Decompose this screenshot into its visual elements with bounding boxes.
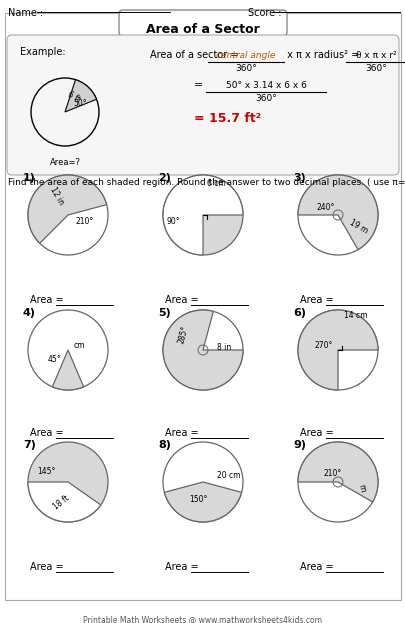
Text: 360°: 360° [254, 94, 276, 103]
Text: 90°: 90° [166, 217, 180, 226]
Text: 3): 3) [292, 173, 305, 183]
Wedge shape [297, 175, 377, 250]
Wedge shape [28, 175, 107, 244]
Text: 8 in: 8 in [216, 343, 231, 351]
FancyBboxPatch shape [7, 35, 398, 175]
Text: Area =: Area = [299, 295, 336, 305]
Text: 210°: 210° [323, 470, 341, 478]
Wedge shape [52, 350, 83, 390]
Text: Find the area of each shaded region. Round the answer to two decimal places. ( u: Find the area of each shaded region. Rou… [8, 178, 405, 187]
Text: 150°: 150° [188, 495, 207, 505]
Text: m: m [355, 483, 366, 493]
Wedge shape [162, 310, 243, 390]
Text: 360°: 360° [234, 64, 256, 73]
Circle shape [28, 442, 108, 522]
Text: 18 ft: 18 ft [51, 494, 71, 512]
Text: 50° x 3.14 x 6 x 6: 50° x 3.14 x 6 x 6 [225, 81, 306, 90]
Text: Area =: Area = [30, 562, 66, 572]
Text: 12 in: 12 in [48, 186, 66, 206]
Text: 6 cm: 6 cm [207, 179, 225, 188]
Text: Score :: Score : [247, 8, 281, 18]
Text: = 15.7 ft²: = 15.7 ft² [194, 112, 260, 125]
Text: Area =: Area = [30, 428, 66, 438]
Text: 14 cm: 14 cm [343, 310, 367, 320]
Text: 145°: 145° [37, 467, 55, 477]
Text: 20 cm: 20 cm [216, 472, 240, 480]
Text: x π x radius² =: x π x radius² = [284, 50, 358, 60]
Text: 7): 7) [23, 440, 36, 450]
Text: Area of a sector =: Area of a sector = [149, 50, 238, 60]
Wedge shape [162, 175, 243, 255]
Text: 5): 5) [158, 308, 171, 318]
Text: 19 m: 19 m [347, 218, 369, 235]
Text: central angle: central angle [216, 51, 275, 60]
Text: =: = [194, 80, 203, 90]
Text: Area of a Sector: Area of a Sector [146, 23, 259, 36]
Text: 8): 8) [158, 440, 171, 450]
Text: Area =: Area = [164, 562, 201, 572]
Text: 285°: 285° [176, 325, 189, 345]
Text: 6 ft: 6 ft [66, 90, 81, 105]
Text: Area =: Area = [30, 295, 66, 305]
Text: Area =: Area = [164, 295, 201, 305]
Text: 2): 2) [158, 173, 171, 183]
Wedge shape [164, 482, 241, 522]
Text: Example:: Example: [20, 47, 66, 57]
Text: Printable Math Worksheets @ www.mathworksheets4kids.com: Printable Math Worksheets @ www.mathwork… [83, 615, 322, 623]
Wedge shape [297, 442, 377, 502]
Text: 45°: 45° [47, 356, 61, 364]
Text: 6): 6) [292, 308, 305, 318]
Text: 240°: 240° [316, 202, 335, 211]
Text: Name :: Name : [8, 8, 43, 18]
Wedge shape [65, 80, 96, 112]
Text: 4): 4) [23, 308, 36, 318]
Text: θ x π x r²: θ x π x r² [355, 51, 395, 60]
Text: Area=?: Area=? [49, 158, 80, 167]
Text: 270°: 270° [314, 341, 333, 351]
Text: 210°: 210° [76, 217, 94, 226]
Text: 1): 1) [23, 173, 36, 183]
Wedge shape [28, 482, 100, 522]
Text: 360°: 360° [364, 64, 386, 73]
Text: Area =: Area = [164, 428, 201, 438]
Text: 9): 9) [292, 440, 305, 450]
Text: Area =: Area = [299, 562, 336, 572]
Text: Area =: Area = [299, 428, 336, 438]
Circle shape [162, 175, 243, 255]
Wedge shape [297, 310, 377, 390]
FancyBboxPatch shape [119, 10, 286, 36]
Text: 50°: 50° [73, 100, 86, 108]
Text: cm: cm [74, 341, 85, 351]
